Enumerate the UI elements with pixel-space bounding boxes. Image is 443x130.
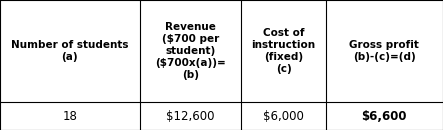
Text: Cost of
instruction
(fixed)
(c): Cost of instruction (fixed) (c)	[252, 28, 315, 74]
Text: Revenue
($700 per
student)
($700x(a))=
(b): Revenue ($700 per student) ($700x(a))= (…	[155, 22, 226, 80]
Text: Gross profit
(b)-(c)=(d): Gross profit (b)-(c)=(d)	[350, 40, 419, 62]
Text: $6,600: $6,600	[361, 109, 407, 122]
Text: Number of students
(a): Number of students (a)	[11, 40, 128, 62]
Text: 18: 18	[62, 109, 77, 122]
Text: $12,600: $12,600	[166, 109, 215, 122]
Text: $6,000: $6,000	[263, 109, 304, 122]
